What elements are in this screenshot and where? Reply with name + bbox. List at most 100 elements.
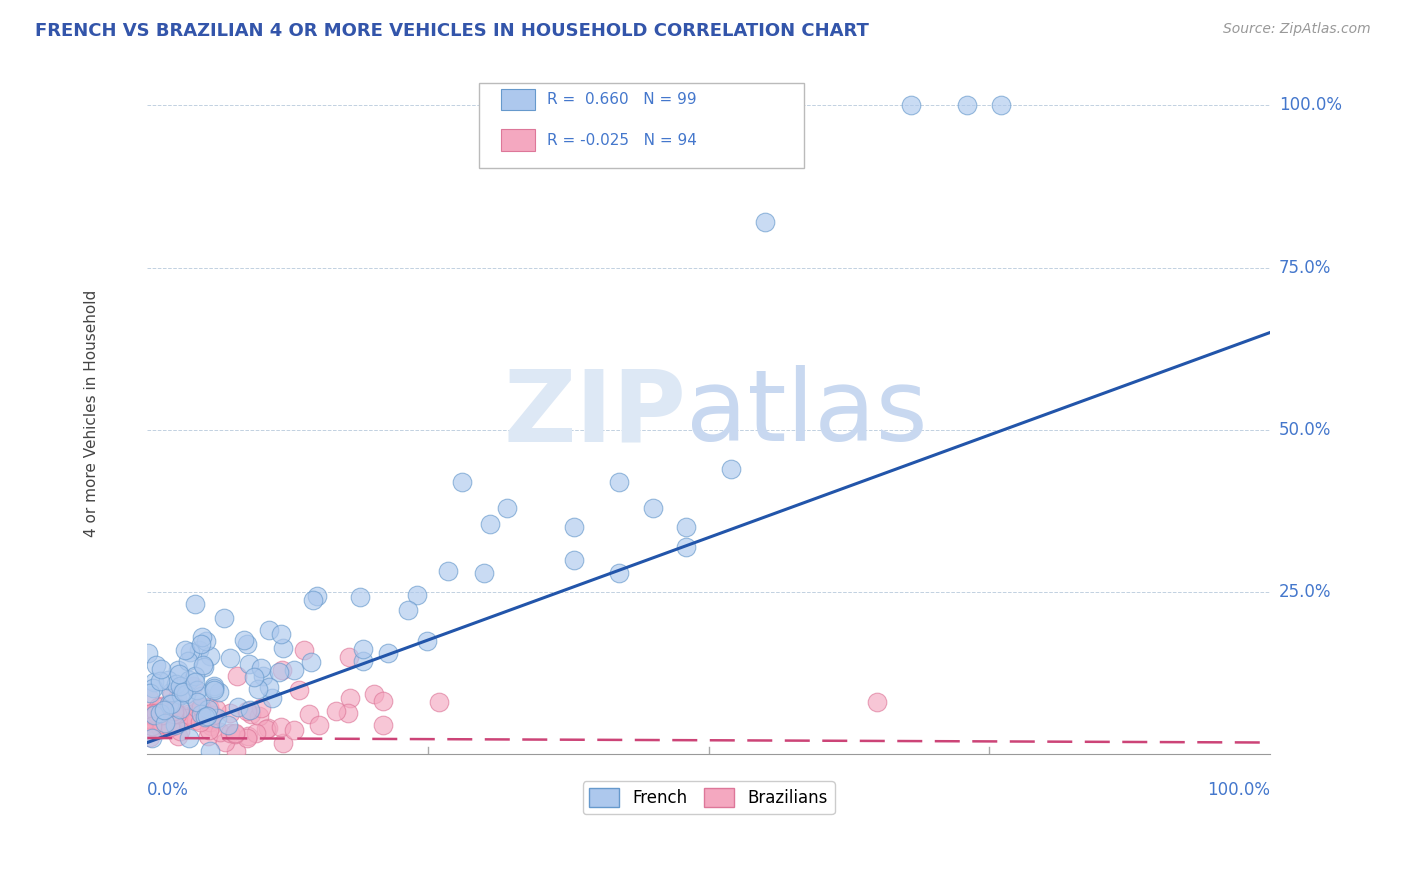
Point bbox=[169, 723, 191, 738]
Point bbox=[143, 711, 166, 725]
Point bbox=[169, 702, 191, 716]
Point bbox=[371, 693, 394, 707]
Point bbox=[298, 707, 321, 722]
Point bbox=[754, 215, 776, 229]
Point bbox=[562, 520, 585, 534]
Point bbox=[156, 711, 179, 725]
Point bbox=[138, 685, 160, 699]
Point bbox=[956, 98, 979, 112]
Point bbox=[160, 717, 183, 731]
Point bbox=[308, 718, 330, 732]
Point bbox=[288, 683, 311, 698]
Point bbox=[283, 663, 305, 677]
Point bbox=[186, 701, 208, 715]
Point bbox=[200, 719, 222, 733]
FancyBboxPatch shape bbox=[478, 83, 804, 169]
Text: R =  0.660   N = 99: R = 0.660 N = 99 bbox=[547, 92, 696, 107]
Point bbox=[254, 723, 277, 737]
Point bbox=[163, 706, 186, 721]
Point bbox=[198, 714, 221, 728]
Point bbox=[190, 637, 212, 651]
Point bbox=[270, 719, 292, 733]
Point bbox=[170, 688, 193, 702]
Point bbox=[562, 552, 585, 566]
Text: 50.0%: 50.0% bbox=[1279, 421, 1331, 439]
Point bbox=[143, 708, 166, 723]
Point bbox=[138, 713, 160, 727]
Point bbox=[232, 633, 254, 648]
Point bbox=[152, 716, 174, 731]
Point bbox=[142, 681, 165, 695]
Point bbox=[191, 657, 214, 672]
Point bbox=[219, 726, 242, 740]
Text: 100.0%: 100.0% bbox=[1279, 96, 1343, 114]
Point bbox=[267, 665, 290, 680]
Point bbox=[271, 640, 294, 655]
Point bbox=[149, 706, 172, 720]
Point bbox=[139, 715, 162, 730]
Point bbox=[325, 704, 347, 718]
Point bbox=[271, 736, 294, 750]
Point bbox=[479, 516, 502, 531]
Point bbox=[270, 627, 292, 641]
Point bbox=[236, 731, 259, 746]
Point bbox=[377, 646, 399, 660]
Point bbox=[225, 744, 247, 758]
Point bbox=[219, 706, 242, 720]
Point bbox=[195, 709, 218, 723]
Point bbox=[149, 673, 172, 688]
Point bbox=[159, 715, 181, 730]
Point bbox=[141, 709, 163, 723]
Point bbox=[205, 711, 228, 725]
Point bbox=[163, 704, 186, 718]
Point bbox=[336, 706, 359, 720]
Text: atlas: atlas bbox=[686, 365, 928, 462]
Bar bbox=[501, 88, 534, 110]
Point bbox=[250, 701, 273, 715]
Point bbox=[165, 717, 187, 731]
Point bbox=[165, 677, 187, 691]
Point bbox=[177, 654, 200, 668]
Point bbox=[153, 716, 176, 731]
Point bbox=[150, 707, 173, 722]
Point bbox=[247, 681, 270, 696]
Point bbox=[495, 500, 517, 515]
Point bbox=[179, 645, 201, 659]
Point bbox=[339, 691, 361, 706]
Point bbox=[866, 695, 889, 709]
Point bbox=[396, 603, 419, 617]
Point bbox=[209, 725, 232, 739]
Point bbox=[607, 566, 630, 580]
Point bbox=[186, 695, 208, 709]
Point bbox=[176, 687, 198, 701]
Point bbox=[720, 461, 742, 475]
Point bbox=[472, 566, 495, 580]
Point bbox=[191, 630, 214, 644]
Point bbox=[238, 657, 260, 671]
Point bbox=[190, 707, 212, 722]
Point bbox=[243, 670, 266, 684]
Point bbox=[141, 712, 163, 726]
Point bbox=[247, 708, 270, 723]
Point bbox=[299, 656, 322, 670]
Point bbox=[257, 681, 280, 695]
Point bbox=[198, 744, 221, 758]
Point bbox=[174, 643, 197, 657]
Point bbox=[437, 564, 460, 578]
Point bbox=[176, 711, 198, 725]
Point bbox=[197, 702, 219, 716]
Point bbox=[169, 679, 191, 693]
Point bbox=[162, 687, 184, 701]
Point bbox=[283, 723, 305, 738]
Point bbox=[141, 731, 163, 746]
Point bbox=[167, 729, 190, 743]
Point bbox=[177, 706, 200, 721]
Point bbox=[166, 690, 188, 705]
Point bbox=[239, 707, 262, 722]
Point bbox=[157, 704, 180, 718]
Point bbox=[405, 589, 427, 603]
Point bbox=[194, 633, 217, 648]
Point bbox=[224, 726, 246, 740]
Point bbox=[198, 648, 221, 663]
Point bbox=[139, 730, 162, 744]
